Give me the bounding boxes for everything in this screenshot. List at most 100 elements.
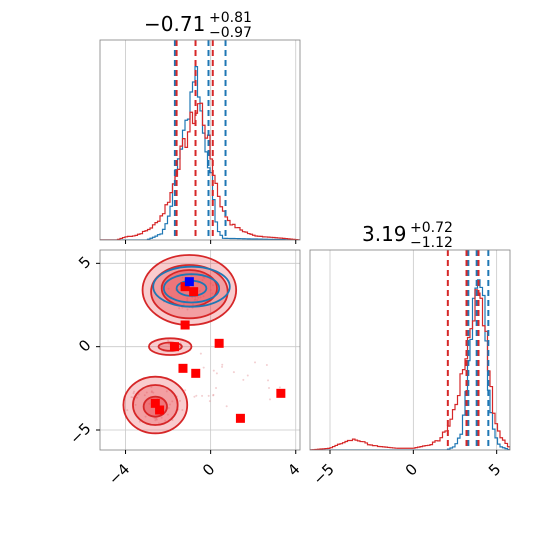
joint-red-marker: [189, 287, 199, 297]
joint-scatter-point: [207, 394, 210, 397]
hist-param2-tick-label: −5: [309, 460, 337, 488]
joint-scatter-point: [164, 419, 167, 422]
joint-blue-contour: [162, 273, 221, 304]
joint-scatter-point: [181, 306, 184, 309]
joint-scatter-point: [168, 403, 171, 406]
joint-red-marker: [235, 413, 245, 423]
hist-param2-tick-label: 0: [402, 460, 421, 479]
hist-param2-red-series: [310, 289, 510, 450]
joint-red-marker: [150, 398, 160, 408]
joint-y-tick-label: −5: [66, 419, 94, 447]
joint-scatter-point: [202, 295, 205, 298]
joint-scatter-point: [150, 386, 153, 389]
joint-scatter-point: [133, 390, 136, 393]
joint-scatter-point: [212, 393, 215, 396]
joint-scatter-point: [153, 417, 156, 420]
joint-scatter-point: [167, 287, 170, 290]
param1-title-lower: −0.97: [209, 25, 252, 41]
param1-title-upper: +0.81: [209, 10, 252, 26]
joint-x-tick-label: −4: [105, 460, 133, 488]
joint-scatter-point: [167, 406, 170, 409]
joint-scatter-point: [194, 298, 197, 301]
hist-panel-param2-content: [310, 250, 510, 450]
joint-y-tick-label: 5: [75, 253, 94, 272]
joint-scatter-point: [138, 420, 141, 423]
joint-scatter-point: [195, 394, 198, 397]
hist-panel-param2-grid: [329, 250, 498, 450]
joint-scatter-point: [267, 379, 270, 382]
joint-scatter-point: [154, 419, 157, 422]
joint-x-tick-label: 0: [199, 460, 218, 479]
joint-scatter-point: [181, 408, 184, 411]
joint-scatter-point: [268, 387, 271, 390]
hist-panel-param1-frame: [99, 39, 301, 241]
hist-panel-param2: −5 0 5: [309, 249, 511, 488]
joint-scatter-point: [242, 378, 245, 381]
hist-param1-blue-series: [100, 66, 300, 240]
joint-scatter-point: [208, 400, 211, 403]
hist-panel-param2-frame: [309, 249, 511, 451]
hist-panel-param1-ticks: [125, 240, 297, 244]
joint-scatter-point: [145, 391, 148, 394]
joint-scatter-point: [232, 371, 235, 374]
hist-panel-param1-grid: [125, 40, 297, 240]
joint-scatter-point: [190, 274, 193, 277]
joint-scatter-point: [196, 299, 199, 302]
joint-scatter-point: [201, 279, 204, 282]
joint-scatter-point: [165, 390, 168, 393]
joint-scatter-point: [152, 391, 155, 394]
joint-scatter-point: [211, 284, 214, 287]
joint-scatter-point: [132, 392, 135, 395]
joint-scatter-point: [199, 352, 202, 355]
hist-panel-param2-ticks: −5 0 5: [309, 450, 504, 488]
param2-title-lower: −1.12: [410, 235, 453, 251]
joint-scatter-point: [199, 296, 202, 299]
hist-param2-blue-series: [310, 279, 510, 450]
joint-scatter-point: [254, 361, 257, 364]
joint-red-marker: [169, 342, 179, 352]
joint-panel: −4 0 4 −5 0 5: [66, 249, 304, 488]
hist-panel-param1-content: [100, 40, 300, 240]
joint-scatter-point: [137, 393, 140, 396]
joint-scatter-point: [150, 390, 153, 393]
joint-scatter-point: [134, 403, 137, 406]
joint-red-marker: [214, 338, 224, 348]
joint-scatter-point: [181, 276, 184, 279]
hist-param1-red-series: [100, 102, 300, 240]
joint-scatter-point: [201, 394, 204, 397]
joint-scatter-point: [178, 399, 181, 402]
hist-panel-param1: [99, 39, 301, 244]
joint-scatter-point: [209, 288, 212, 291]
param2-title-value: 3.19: [362, 222, 407, 246]
joint-panel-content: [122, 254, 286, 435]
joint-scatter-point: [221, 365, 224, 368]
hist-param2-tick-label: 5: [485, 460, 504, 479]
joint-scatter-point: [191, 296, 194, 299]
joint-red-marker: [180, 320, 190, 330]
joint-scatter-point: [143, 394, 146, 397]
joint-scatter-point: [186, 299, 189, 302]
joint-scatter-point: [221, 363, 224, 366]
joint-scatter-point: [126, 409, 129, 412]
joint-scatter-point: [202, 366, 205, 369]
joint-scatter-point: [197, 296, 200, 299]
joint-red-marker: [155, 405, 165, 415]
joint-scatter-point: [225, 405, 228, 408]
joint-scatter-point: [268, 398, 271, 401]
joint-scatter-point: [178, 307, 181, 310]
joint-y-tick-label: 0: [75, 336, 94, 355]
joint-blue-marker: [184, 277, 194, 287]
joint-scatter-point: [167, 339, 170, 342]
joint-scatter-point: [148, 402, 151, 405]
joint-scatter-point: [160, 416, 163, 419]
joint-blue-contour: [152, 265, 231, 308]
joint-scatter-point: [211, 292, 214, 295]
joint-panel-frame: [99, 249, 301, 451]
joint-scatter-point: [182, 302, 185, 305]
joint-scatter-point: [215, 372, 218, 375]
joint-scatter-point: [212, 369, 215, 372]
joint-red-marker: [180, 282, 190, 292]
joint-scatter-point: [209, 282, 212, 285]
joint-scatter-point: [192, 303, 195, 306]
